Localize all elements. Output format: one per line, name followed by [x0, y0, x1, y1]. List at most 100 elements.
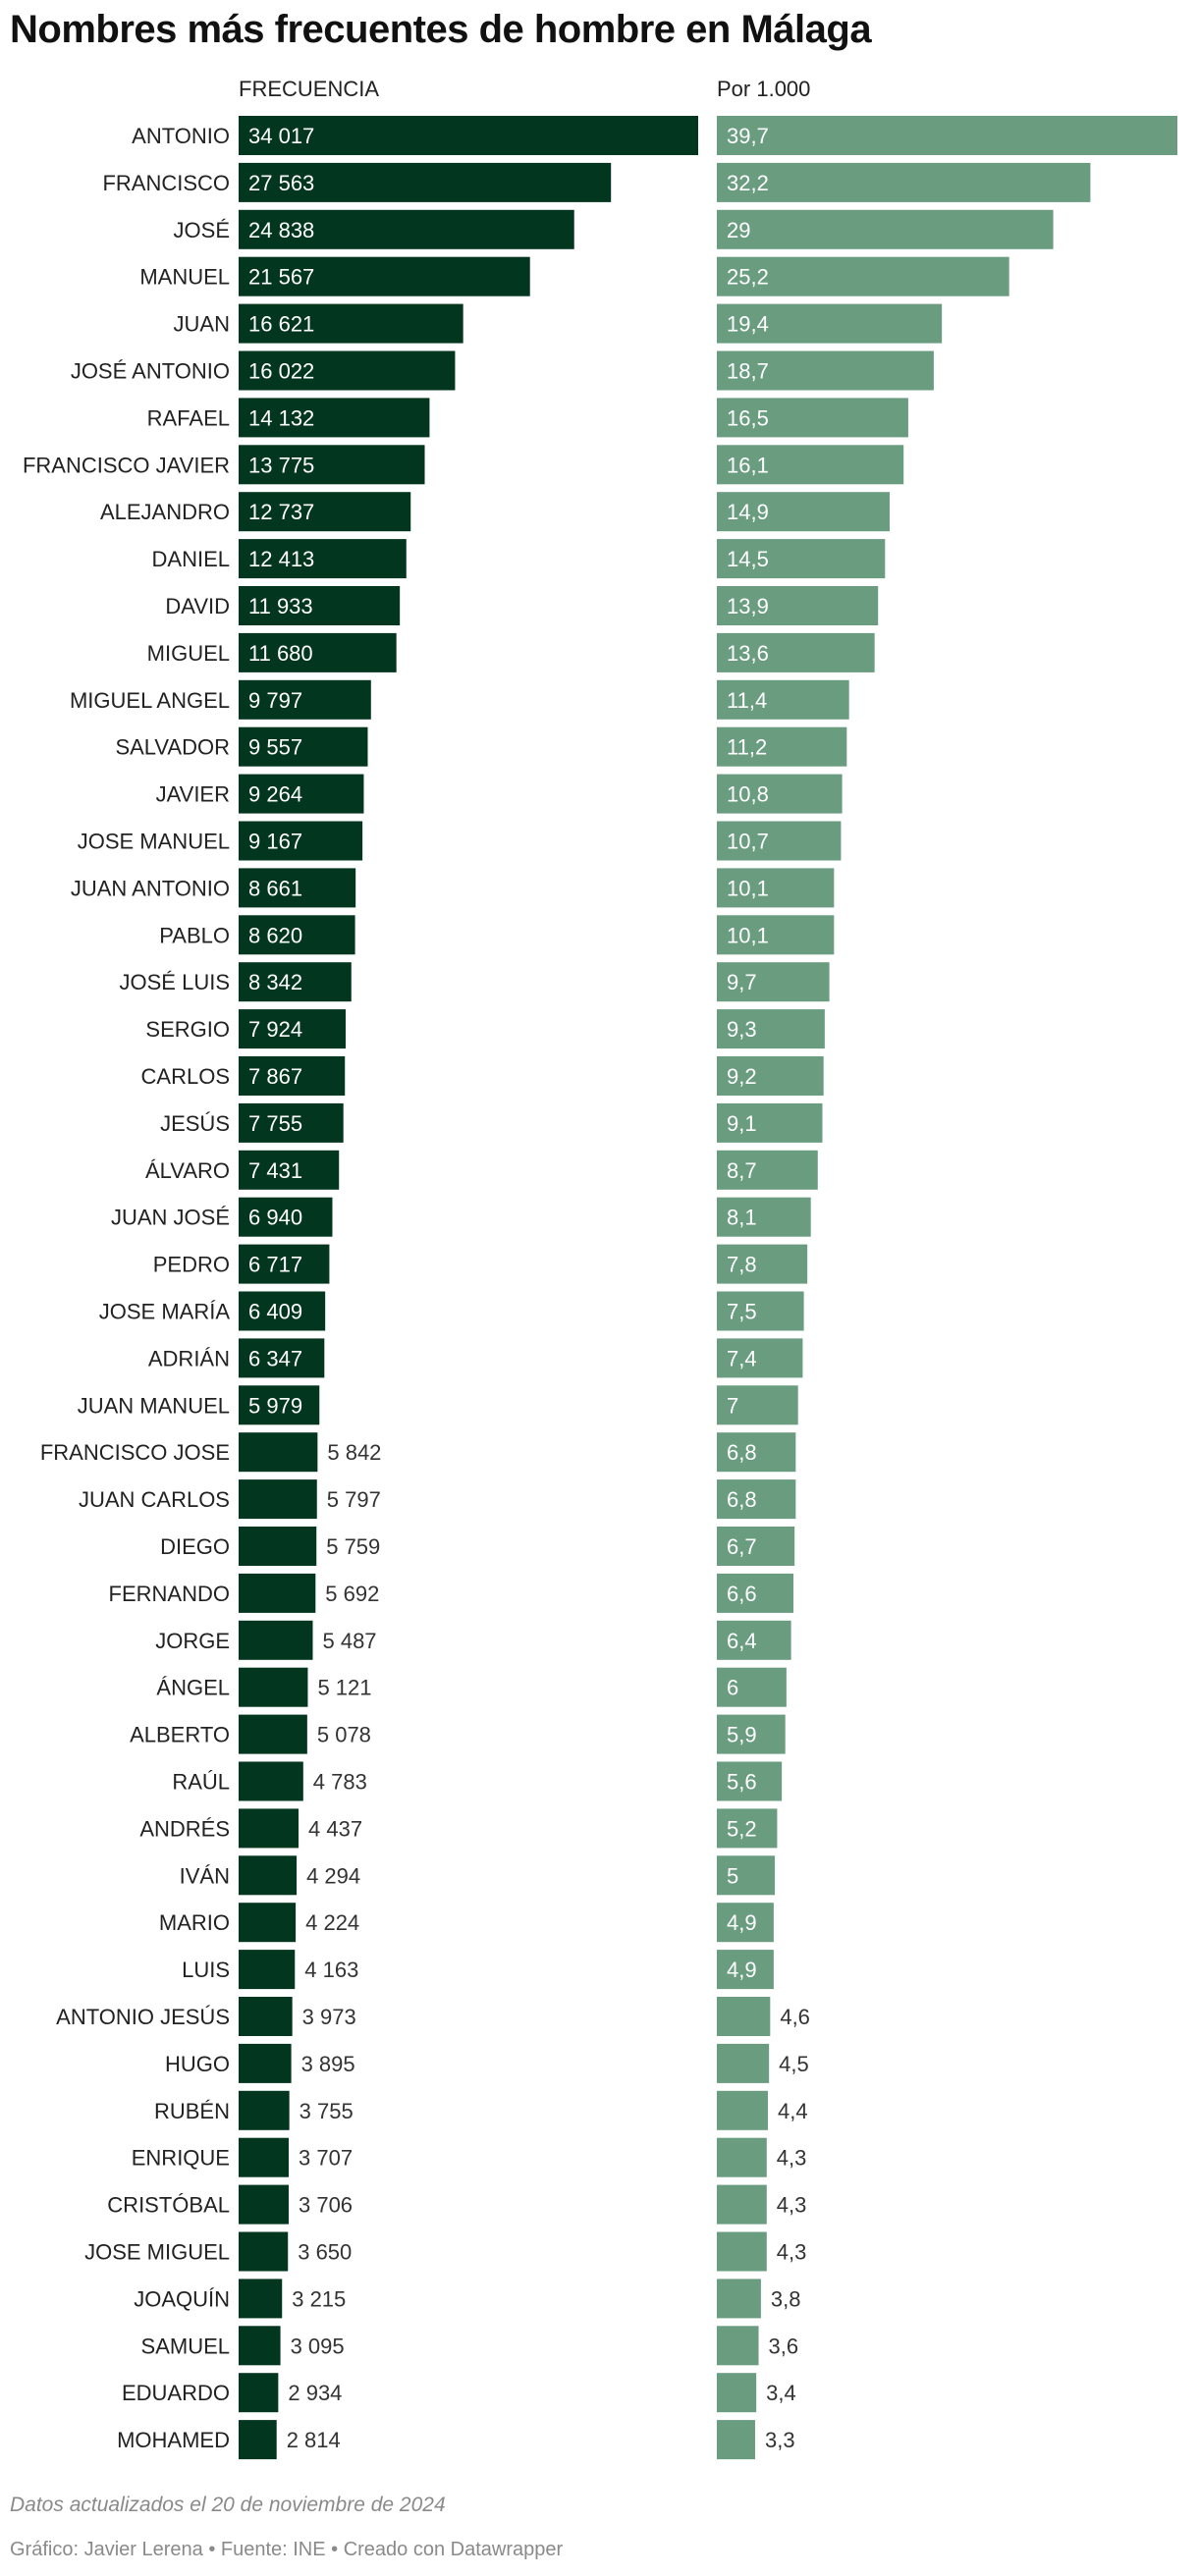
value-label-frecuencia: 7 755	[248, 1111, 302, 1136]
category-label: MARIO	[159, 1910, 230, 1935]
bar-frecuencia	[239, 1102, 344, 1143]
value-label-por-mil: 6,8	[727, 1440, 757, 1465]
bar-por-mil	[717, 1855, 776, 1896]
category-label: RAÚL	[172, 1770, 230, 1795]
bar-frecuencia	[239, 350, 456, 391]
category-label: MIGUEL ANGEL	[70, 688, 230, 713]
value-label-por-mil: 6,4	[727, 1629, 757, 1653]
value-label-por-mil: 5,2	[727, 1816, 757, 1841]
bar-por-mil	[717, 2326, 759, 2366]
value-label-frecuencia: 11 680	[248, 641, 313, 666]
category-label: JORGE	[155, 1629, 230, 1653]
value-label-frecuencia: 9 167	[248, 830, 302, 854]
bar-frecuencia	[239, 726, 368, 767]
bar-por-mil	[717, 398, 908, 438]
value-label-por-mil: 16,5	[727, 405, 769, 430]
value-label-por-mil: 6,6	[727, 1582, 757, 1606]
value-label-frecuencia: 5 842	[327, 1440, 381, 1465]
bar-frecuencia	[239, 2137, 289, 2177]
value-label-por-mil: 3,6	[769, 2334, 799, 2358]
category-label: ENRIQUE	[132, 2146, 230, 2171]
category-label: ANTONIO JESÚS	[56, 2005, 230, 2029]
bar-por-mil	[717, 2184, 767, 2225]
chart-title: Nombres más frecuentes de hombre en Mála…	[10, 8, 872, 51]
value-label-por-mil: 11,4	[727, 688, 767, 713]
bar-frecuencia	[239, 1009, 347, 1049]
value-label-frecuencia: 3 215	[292, 2286, 346, 2311]
value-label-frecuencia: 6 717	[248, 1253, 302, 1277]
bar-por-mil	[717, 492, 891, 532]
value-label-por-mil: 19,4	[727, 312, 769, 337]
bar-frecuencia	[239, 1997, 293, 2036]
bar-por-mil	[717, 1385, 798, 1425]
category-label: ANTONIO	[132, 124, 230, 148]
value-label-por-mil: 10,7	[727, 830, 769, 854]
value-label-por-mil: 11,2	[727, 735, 767, 760]
value-label-frecuencia: 4 224	[305, 1910, 359, 1935]
value-label-frecuencia: 9 557	[248, 735, 302, 760]
value-label-frecuencia: 8 620	[248, 923, 302, 947]
bar-frecuencia	[239, 1761, 303, 1801]
bar-por-mil	[717, 1527, 795, 1566]
category-label: MOHAMED	[117, 2428, 230, 2452]
value-label-por-mil: 29	[727, 218, 750, 242]
bar-frecuencia	[239, 2231, 289, 2272]
bar-por-mil	[717, 1338, 803, 1378]
bar-por-mil	[717, 1150, 818, 1190]
bar-por-mil	[717, 868, 835, 908]
bar-por-mil	[717, 209, 1054, 249]
bar-por-mil	[717, 915, 835, 955]
bar-frecuencia	[239, 492, 411, 532]
value-label-frecuencia: 5 487	[322, 1629, 376, 1653]
bar-por-mil	[717, 2137, 767, 2177]
column-header-por-mil: Por 1.000	[717, 77, 811, 101]
bar-por-mil	[717, 1903, 774, 1943]
value-label-frecuencia: 3 095	[291, 2334, 345, 2358]
value-label-por-mil: 6,8	[727, 1487, 757, 1512]
value-label-frecuencia: 6 347	[248, 1346, 302, 1370]
bar-por-mil	[717, 1950, 774, 1990]
category-label: JUAN CARLOS	[79, 1487, 230, 1512]
column-header-frecuencia: FRECUENCIA	[239, 77, 380, 101]
value-label-frecuencia: 16 621	[248, 312, 314, 337]
bar-por-mil	[717, 726, 847, 767]
value-label-por-mil: 3,4	[766, 2381, 796, 2405]
bar-por-mil	[717, 1997, 771, 2036]
category-label: JESÚS	[160, 1111, 230, 1136]
bar-por-mil	[717, 303, 943, 344]
bar-por-mil	[717, 445, 904, 485]
category-label: LUIS	[182, 1958, 230, 1982]
bar-frecuencia	[239, 256, 530, 296]
value-label-frecuencia: 2 934	[288, 2381, 342, 2405]
value-label-por-mil: 4,9	[727, 1958, 757, 1982]
category-label: JOSÉ ANTONIO	[71, 359, 230, 384]
bar-frecuencia	[239, 679, 371, 720]
category-label: RUBÉN	[154, 2099, 230, 2123]
value-label-por-mil: 10,1	[727, 923, 769, 947]
bar-por-mil	[717, 116, 1177, 155]
bar-por-mil	[717, 1432, 796, 1473]
value-label-por-mil: 9,2	[727, 1064, 757, 1089]
bar-por-mil	[717, 1291, 804, 1331]
value-label-por-mil: 7,5	[727, 1300, 757, 1324]
value-label-frecuencia: 24 838	[248, 218, 314, 242]
category-label: FRANCISCO	[102, 171, 230, 195]
value-label-frecuencia: 3 973	[302, 2005, 356, 2029]
value-label-por-mil: 6	[727, 1676, 738, 1700]
value-label-por-mil: 10,1	[727, 876, 769, 900]
value-label-frecuencia: 7 924	[248, 1017, 302, 1042]
value-label-por-mil: 8,1	[727, 1206, 757, 1230]
bar-por-mil	[717, 1667, 787, 1707]
bar-por-mil	[717, 821, 842, 861]
bar-frecuencia	[239, 1527, 317, 1566]
bar-por-mil	[717, 2420, 755, 2460]
value-label-por-mil: 6,7	[727, 1534, 757, 1559]
bar-frecuencia	[239, 774, 364, 814]
value-label-por-mil: 5	[727, 1863, 738, 1888]
value-label-frecuencia: 3 755	[300, 2099, 354, 2123]
category-label: SERGIO	[145, 1017, 230, 1042]
category-label: DAVID	[165, 594, 230, 618]
value-label-frecuencia: 2 814	[287, 2428, 341, 2452]
bar-frecuencia	[239, 1150, 340, 1190]
category-label: MANUEL	[139, 265, 230, 290]
